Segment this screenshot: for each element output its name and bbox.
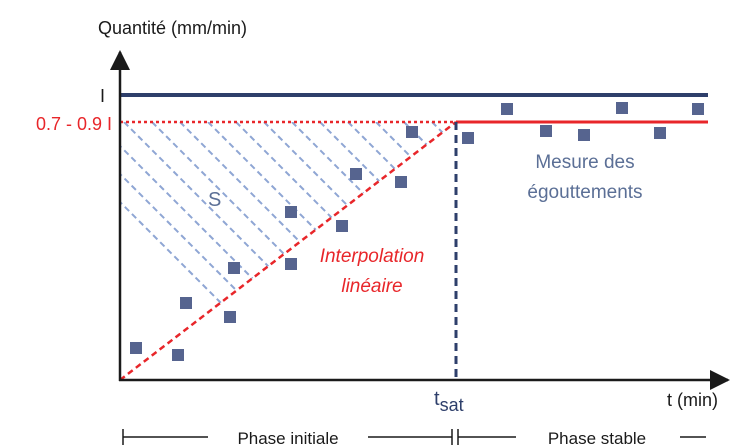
hatch-line bbox=[120, 122, 355, 380]
measurement-point bbox=[406, 126, 418, 138]
measurement-point bbox=[350, 168, 362, 180]
hatch-line bbox=[347, 122, 456, 380]
y-axis-label: Quantité (mm/min) bbox=[98, 18, 247, 38]
measurement-point bbox=[285, 258, 297, 270]
tsat-subscript: sat bbox=[440, 395, 464, 415]
measurement-point bbox=[224, 311, 236, 323]
measurement-point bbox=[692, 103, 704, 115]
phase-initial-bracket bbox=[122, 429, 453, 445]
hatch-line bbox=[712, 122, 737, 380]
area-s-label: S bbox=[208, 189, 221, 211]
measurement-point bbox=[336, 220, 348, 232]
measurement-point bbox=[654, 127, 666, 139]
hatch-line bbox=[628, 122, 737, 380]
saturation-level-label: 0.7 - 0.9 I bbox=[36, 114, 112, 134]
interpolation-label-line2: linéaire bbox=[341, 276, 402, 297]
measure-label-line1: Mesure des bbox=[535, 152, 634, 173]
linear-interpolation-line bbox=[119, 121, 457, 381]
measurement-point bbox=[501, 103, 513, 115]
level-i-label: I bbox=[100, 86, 105, 106]
measurement-point bbox=[130, 342, 142, 354]
tsat-label: tsat bbox=[434, 388, 464, 415]
measurement-point bbox=[616, 102, 628, 114]
hatch-line bbox=[684, 122, 737, 380]
measurement-point bbox=[578, 129, 590, 141]
hatch-line bbox=[656, 122, 737, 380]
phase-stable-bracket bbox=[457, 429, 706, 445]
phase-initial-label: Phase initiale bbox=[237, 429, 338, 448]
measurement-point bbox=[540, 125, 552, 137]
measurement-point bbox=[285, 206, 297, 218]
measurement-point bbox=[172, 349, 184, 361]
interpolation-label-line1: Interpolation bbox=[320, 246, 425, 267]
phase-stable-label: Phase stable bbox=[548, 429, 646, 448]
measurement-point bbox=[462, 132, 474, 144]
x-axis-label: t (min) bbox=[667, 390, 718, 410]
measurement-point bbox=[228, 262, 240, 274]
measurement-point bbox=[395, 176, 407, 188]
measurement-point bbox=[180, 297, 192, 309]
measurement-points bbox=[130, 102, 704, 361]
measure-label-line2: égouttements bbox=[527, 182, 642, 203]
